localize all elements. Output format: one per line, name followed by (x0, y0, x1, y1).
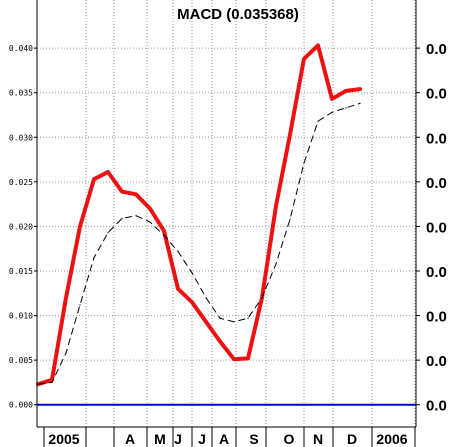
signal-point (191, 272, 193, 274)
signal-point (219, 317, 221, 319)
macd-point (163, 230, 165, 232)
macd-point (219, 340, 221, 343)
macd-point (93, 178, 95, 180)
right-tick-label: 0.0 (426, 353, 447, 370)
right-tick-label: 0.0 (426, 41, 447, 58)
x-tick-label: 2006 (376, 431, 407, 447)
signal-point (233, 321, 235, 323)
signal-point (359, 102, 361, 104)
axes-group (34, 0, 420, 447)
signal-point (261, 297, 263, 299)
x-tick-label: M (154, 431, 166, 447)
grid-lines (37, 0, 416, 427)
y-tick-label: 0.010 (9, 312, 33, 321)
signal-point (107, 232, 109, 234)
chart-title: MACD (0.035368) (177, 6, 299, 23)
signal-point (149, 221, 151, 223)
signal-point (163, 234, 165, 236)
macd-point (233, 358, 235, 360)
signal-line (37, 102, 361, 385)
y-tick-label: 0.020 (9, 222, 33, 231)
signal-point (93, 257, 95, 259)
x-tick-label: 2005 (48, 431, 79, 447)
signal-point (247, 317, 249, 319)
signal-point (205, 297, 207, 299)
y-tick-label: 0.025 (9, 178, 33, 187)
right-tick-label: 0.0 (426, 86, 447, 103)
signal-point (317, 120, 319, 122)
x-tick-label: A (125, 431, 135, 447)
macd-point (149, 207, 151, 210)
macd-point (345, 90, 347, 92)
series-group (36, 43, 362, 387)
signal-point (289, 218, 291, 220)
x-tick-label: O (284, 431, 295, 447)
signal-point (121, 217, 123, 219)
macd-point (205, 321, 207, 323)
macd-point (191, 301, 193, 303)
right-tick-label: 0.0 (426, 309, 447, 326)
macd-point (275, 205, 277, 207)
macd-point (79, 225, 81, 228)
y-tick-label: 0.005 (9, 356, 33, 365)
signal-point (331, 111, 333, 113)
signal-point (51, 381, 53, 384)
macd-point (177, 288, 179, 290)
x-tick-label: N (313, 431, 323, 447)
right-tick-label: 0.0 (426, 175, 447, 192)
signal-point (303, 162, 305, 164)
x-tick-label: J (174, 431, 182, 447)
x-tick-label: A (219, 431, 229, 447)
right-tick-label: 0.0 (426, 219, 447, 236)
x-tick-label: J (198, 431, 206, 447)
right-tick-label: 0.0 (426, 398, 447, 415)
y-tick-label: 0.015 (9, 267, 33, 276)
macd-point (303, 58, 305, 60)
macd-line (36, 43, 362, 387)
macd-point (107, 171, 109, 173)
macd-point (289, 133, 291, 136)
labels-group: 0.000 0.0 0.005 0.0 0.010 0.0 0.015 0.0 0.020 0.0… (9, 41, 447, 447)
macd-point (317, 44, 319, 47)
signal-point (79, 304, 81, 306)
macd-point (135, 193, 137, 195)
macd-point (51, 379, 53, 381)
signal-point (177, 250, 179, 252)
signal-point (37, 383, 39, 385)
y-tick-label: 0.040 (9, 44, 33, 53)
y-tick-label: 0.000 (9, 401, 33, 410)
right-tick-label: 0.0 (426, 264, 447, 281)
y-tick-label: 0.035 (9, 89, 33, 98)
signal-point (345, 107, 347, 109)
signal-point (275, 263, 277, 265)
x-tick-label: S (249, 431, 258, 447)
y-tick-label: 0.030 (9, 133, 33, 142)
right-tick-label: 0.0 (426, 130, 447, 147)
macd-point (331, 98, 333, 100)
x-tick-label: D (347, 431, 357, 447)
signal-point (135, 215, 137, 217)
macd-point (247, 357, 249, 359)
macd-point (121, 191, 123, 193)
macd-point (359, 88, 361, 90)
signal-point (65, 352, 67, 354)
macd-point (65, 297, 67, 299)
